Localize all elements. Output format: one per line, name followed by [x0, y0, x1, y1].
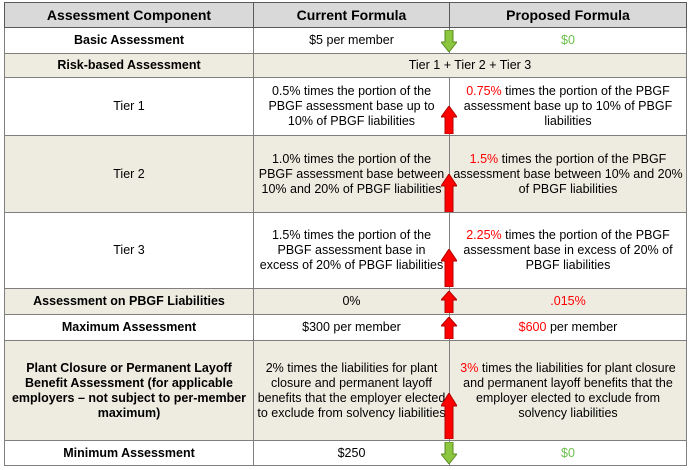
- proposed-text: times the portion of the PBGF assessment…: [463, 228, 673, 272]
- row-risk-based-assessment: Risk-based Assessment Tier 1 + Tier 2 + …: [4, 53, 687, 78]
- proposed-text: times the portion of the PBGF assessment…: [453, 151, 683, 196]
- component-cell: Basic Assessment: [4, 27, 254, 54]
- row-minimum-assessment: Minimum Assessment $250 $0: [4, 440, 687, 466]
- proposed-cell: 0.75% times the portion of the PBGF asse…: [441, 77, 687, 136]
- current-cell: 1.0% times the portion of the PBGF asses…: [253, 135, 450, 213]
- component-cell: Risk-based Assessment: [4, 53, 254, 78]
- current-cell: $250: [253, 440, 450, 466]
- component-cell: Tier 1: [4, 77, 254, 136]
- current-cell: 0.5% times the portion of the PBGF asses…: [253, 77, 450, 136]
- proposed-value: $0: [561, 445, 575, 460]
- row-tier-2: Tier 2 1.0% times the portion of the PBG…: [4, 135, 687, 213]
- current-cell: 1.5% times the portion of the PBGF asses…: [253, 212, 450, 289]
- current-cell: 2% times the liabilities for plant closu…: [253, 340, 450, 441]
- header-component: Assessment Component: [4, 2, 254, 28]
- component-cell: Assessment on PBGF Liabilities: [4, 288, 254, 315]
- row-tier-1: Tier 1 0.5% times the portion of the PBG…: [4, 77, 687, 136]
- current-cell: $300 per member: [253, 314, 450, 341]
- row-liabilities-assessment: Assessment on PBGF Liabilities 0% .015%: [4, 288, 687, 315]
- proposed-text: times the portion of the PBGF assessment…: [463, 84, 673, 128]
- header-current: Current Formula: [253, 2, 450, 28]
- current-cell: $5 per member: [253, 27, 450, 54]
- current-cell: 0%: [253, 288, 450, 315]
- row-plant-closure-assessment: Plant Closure or Permanent Layoff Benefi…: [4, 340, 687, 441]
- proposed-highlight: 3%: [460, 360, 479, 375]
- assessment-comparison-table: Assessment Component Current Formula Pro…: [4, 2, 687, 466]
- proposed-cell: $600 per member: [441, 314, 687, 341]
- proposed-cell: 2.25% times the portion of the PBGF asse…: [441, 212, 687, 289]
- proposed-highlight: 1.5%: [469, 151, 499, 166]
- component-cell: Tier 3: [4, 212, 254, 289]
- proposed-cell: .015%: [441, 288, 687, 315]
- proposed-cell: $0: [441, 440, 687, 466]
- proposed-value: .015%: [550, 294, 586, 308]
- merged-formula-cell: Tier 1 + Tier 2 + Tier 3: [253, 53, 687, 78]
- proposed-highlight: 2.25%: [466, 228, 502, 242]
- header-row: Assessment Component Current Formula Pro…: [4, 2, 687, 28]
- component-cell: Maximum Assessment: [4, 314, 254, 341]
- proposed-value: $0: [561, 33, 575, 47]
- proposed-text: times the liabilities for plant closure …: [463, 360, 676, 420]
- row-basic-assessment: Basic Assessment $5 per member $0: [4, 27, 687, 54]
- component-cell: Plant Closure or Permanent Layoff Benefi…: [4, 340, 254, 441]
- component-cell: Tier 2: [4, 135, 254, 213]
- proposed-highlight: $600: [518, 320, 547, 334]
- proposed-highlight: 0.75%: [466, 84, 502, 98]
- row-maximum-assessment: Maximum Assessment $300 per member $600 …: [4, 314, 687, 341]
- proposed-text: per member: [546, 320, 618, 334]
- proposed-cell: 3% times the liabilities for plant closu…: [441, 340, 687, 441]
- proposed-cell: 1.5% times the portion of the PBGF asses…: [441, 135, 687, 213]
- header-proposed: Proposed Formula: [449, 2, 687, 28]
- row-tier-3: Tier 3 1.5% times the portion of the PBG…: [4, 212, 687, 289]
- proposed-cell: $0: [441, 27, 687, 54]
- component-cell: Minimum Assessment: [4, 440, 254, 466]
